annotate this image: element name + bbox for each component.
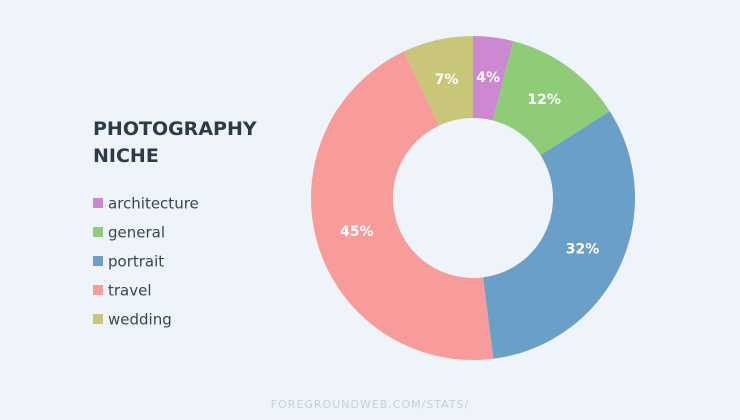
legend-swatch [93,227,103,237]
slice [483,111,636,359]
slice [310,51,494,360]
legend-swatch [93,256,103,266]
slice [404,36,473,126]
slice [492,41,610,156]
data-label: 45% [340,224,374,240]
legend-swatch [93,314,103,324]
chart-title: PHOTOGRAPHY NICHE [93,118,257,167]
legend-label: portrait [108,253,164,271]
data-label: 32% [566,242,600,258]
source: FOREGROUNDWEB.COM/STATS/ [270,398,470,411]
legend-label: architecture [108,195,199,213]
legend-label: wedding [108,311,172,329]
legend-label: general [108,224,165,242]
legend-swatch [93,198,103,208]
legend-swatch [93,285,103,295]
data-label: 4% [476,70,500,86]
slice [473,36,514,121]
legend-label: travel [108,282,152,300]
data-label: 12% [527,92,561,108]
data-label: 7% [435,72,459,88]
